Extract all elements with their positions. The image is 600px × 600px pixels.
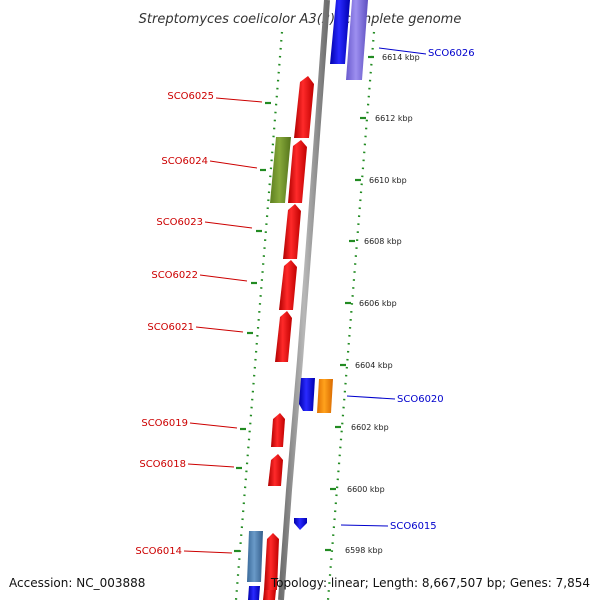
scale-tick-label: 6614 kbp	[382, 53, 420, 62]
gene-label-sco6023[interactable]: SCO6023	[156, 217, 203, 228]
accession-text: Accession: NC_003888	[9, 576, 145, 590]
forward-gene-labels: SCO6026 SCO6020 SCO6015	[340, 47, 475, 532]
gene-sco6022[interactable]	[279, 260, 297, 310]
gene-label-sco6024[interactable]: SCO6024	[161, 156, 208, 167]
scale-tick: 6604 kbp	[340, 361, 393, 370]
scale-tick-label: 6600 kbp	[347, 485, 385, 494]
gene-sco6020-orange[interactable]	[317, 379, 333, 413]
gene-bottom-red[interactable]	[263, 590, 276, 600]
scale-tick-label: 6612 kbp	[375, 114, 413, 123]
gene-sco6019[interactable]	[271, 413, 285, 447]
gene-sco6018[interactable]	[268, 454, 283, 486]
gene-sco6023[interactable]	[283, 204, 301, 259]
gene-label-sco6020[interactable]: SCO6020	[397, 394, 444, 405]
gene-sco6024[interactable]	[288, 140, 307, 203]
gene-sco6026-blue[interactable]	[330, 0, 350, 64]
gene-label-sco6025[interactable]: SCO6025	[167, 91, 214, 102]
scale-tick-label: 6608 kbp	[364, 237, 402, 246]
scale-tick-label: 6610 kbp	[369, 176, 407, 185]
gene-label-sco6026[interactable]: SCO6026	[428, 48, 475, 59]
scale-tick: 6608 kbp	[349, 237, 402, 246]
scale-tick-label: 6602 kbp	[351, 423, 389, 432]
gene-sco6020-blue[interactable]	[299, 378, 315, 411]
gene-label-sco6014[interactable]: SCO6014	[135, 546, 182, 557]
reverse-gene-labels: SCO6025 SCO6024 SCO6023 SCO6022 SCO6021 …	[135, 91, 263, 557]
gene-label-sco6019[interactable]: SCO6019	[141, 418, 188, 429]
scale-tick: 6602 kbp	[335, 423, 389, 432]
gene-sco6015[interactable]	[294, 518, 307, 530]
gene-sco6024-olive[interactable]	[270, 137, 291, 203]
gene-bottom-small-blue[interactable]	[248, 586, 260, 600]
gene-sco6025[interactable]	[294, 76, 314, 138]
left-guide-dots	[234, 31, 284, 600]
scale-tick-label: 6604 kbp	[355, 361, 393, 370]
gene-label-sco6015[interactable]: SCO6015	[390, 521, 437, 532]
forward-gene-blocks	[248, 0, 368, 600]
right-guide-dots	[326, 31, 376, 600]
scale-tick: 6600 kbp	[330, 485, 385, 494]
scale-tick: 6614 kbp	[368, 53, 420, 62]
scale-tick: 6606 kbp	[345, 299, 397, 308]
gene-sco6014-steel[interactable]	[247, 531, 263, 582]
scale-tick: 6598 kbp	[325, 546, 383, 555]
gene-sco6014[interactable]	[264, 533, 279, 590]
reverse-gene-blocks	[247, 76, 314, 600]
gene-label-sco6022[interactable]: SCO6022	[151, 270, 198, 281]
gene-sco6021[interactable]	[275, 311, 292, 362]
scale-tick: 6610 kbp	[355, 176, 407, 185]
scale-tick: 6612 kbp	[360, 114, 413, 123]
scale-tick-label: 6598 kbp	[345, 546, 383, 555]
genome-summary-text: Topology: linear; Length: 8,667,507 bp; …	[270, 576, 590, 590]
gene-label-sco6021[interactable]: SCO6021	[147, 322, 194, 333]
map-title: Streptomyces coelicolor A3(2), complete …	[139, 12, 462, 27]
scale: 6614 kbp 6612 kbp 6610 kbp 6608 kbp 6606…	[325, 53, 420, 555]
left-dashes	[234, 101, 271, 553]
gene-sco6026-purple[interactable]	[346, 0, 368, 80]
gene-label-sco6018[interactable]: SCO6018	[139, 459, 186, 470]
scale-tick-label: 6606 kbp	[359, 299, 397, 308]
chromosome-axis	[278, 0, 330, 600]
